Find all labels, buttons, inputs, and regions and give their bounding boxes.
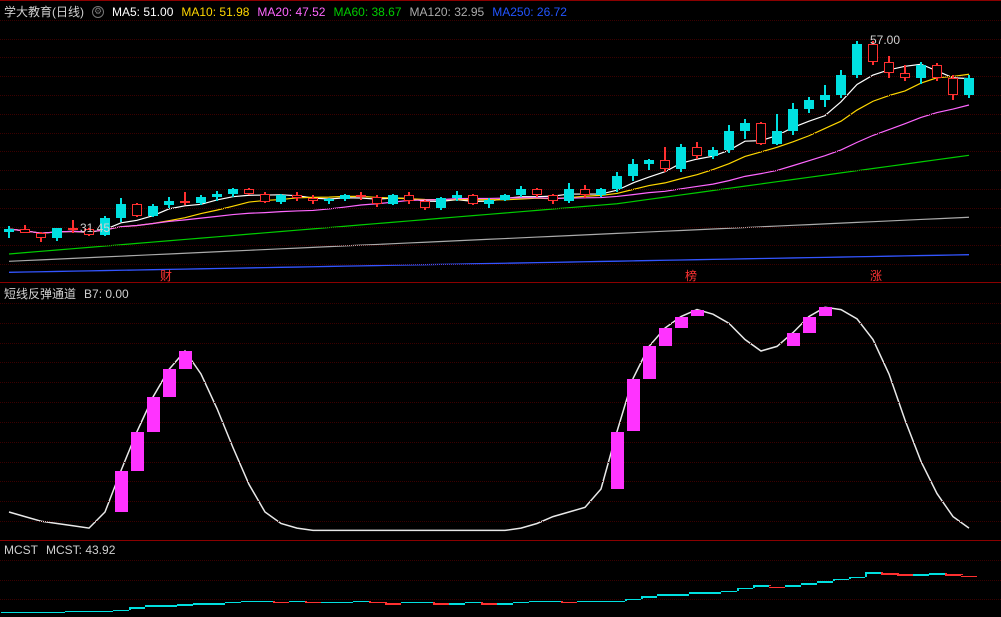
mcst-step (497, 603, 513, 605)
momentum-title: 短线反弹通道 (4, 285, 76, 302)
mcst-step (673, 594, 689, 596)
mcst-step (273, 602, 289, 604)
mcst-step (65, 611, 81, 613)
event-marker: 榜 (685, 267, 697, 284)
mcst-step (289, 601, 305, 603)
mcst-step (593, 601, 609, 603)
mcst-step (433, 603, 449, 605)
mcst-step (833, 579, 849, 581)
mcst-step (177, 604, 193, 606)
mcst-step (689, 592, 705, 594)
momentum-sub: B7: 0.00 (84, 287, 129, 301)
momentum-bar (163, 369, 176, 397)
mcst-step (561, 602, 577, 604)
mcst-step (417, 602, 433, 604)
mcst-step (81, 611, 97, 613)
price-lines (0, 1, 1001, 283)
mcst-step (305, 602, 321, 604)
momentum-bar (691, 310, 704, 317)
ma5-label: MA5: 51.00 (112, 5, 173, 19)
mcst-step (529, 601, 545, 603)
ma60-label: MA60: 38.67 (333, 5, 401, 19)
momentum-panel[interactable]: 短线反弹通道 B7: 0.00 (0, 282, 1001, 540)
mcst-step (817, 581, 833, 583)
mcst-step (385, 603, 401, 605)
mcst-step (913, 574, 929, 576)
mcst-step (657, 594, 673, 596)
mcst-title: MCST (4, 543, 38, 557)
mcst-step (577, 601, 593, 603)
mcst-step (369, 602, 385, 604)
event-marker: 涨 (870, 267, 882, 284)
mcst-step (337, 602, 353, 604)
mcst-step (849, 577, 865, 579)
mcst-panel[interactable]: MCST MCST: 43.92 (0, 540, 1001, 617)
mcst-step (705, 592, 721, 594)
mcst-step (225, 602, 241, 604)
mcst-step (145, 605, 161, 607)
mcst-step (449, 603, 465, 605)
mcst-step (625, 599, 641, 601)
price-label: 57.00 (870, 33, 900, 47)
mcst-step (545, 601, 561, 603)
mcst-step (929, 573, 945, 575)
settings-icon[interactable]: ⚙ (92, 6, 104, 18)
price-label: 31.45 (80, 221, 110, 235)
price-panel[interactable]: 学大教育(日线) ⚙ MA5: 51.00 MA10: 51.98 MA20: … (0, 0, 1001, 282)
momentum-bar (675, 317, 688, 329)
mcst-step (769, 587, 785, 589)
mcst-step (17, 612, 33, 614)
mcst-step (513, 602, 529, 604)
mcst-step (865, 572, 881, 574)
momentum-bar (627, 379, 640, 432)
mcst-step (161, 605, 177, 607)
mcst-step (641, 596, 657, 598)
mcst-step (785, 585, 801, 587)
mcst-step (49, 612, 65, 614)
mcst-step (737, 588, 753, 590)
momentum-bar (147, 397, 160, 432)
mcst-step (945, 574, 961, 576)
ma120-label: MA120: 32.95 (410, 5, 485, 19)
mcst-step (241, 601, 257, 603)
momentum-bar (659, 328, 672, 346)
momentum-bar (115, 471, 128, 512)
mcst-step (353, 601, 369, 603)
stock-title: 学大教育(日线) (4, 3, 84, 20)
mcst-step (753, 585, 769, 587)
mcst-step (897, 574, 913, 576)
momentum-bar (787, 333, 800, 347)
mcst-header: MCST MCST: 43.92 (4, 543, 115, 557)
event-marker: 财 (160, 267, 172, 284)
mcst-step (1, 612, 17, 614)
ma20-label: MA20: 47.52 (257, 5, 325, 19)
mcst-step (481, 603, 497, 605)
mcst-step (129, 607, 145, 609)
momentum-bar (179, 351, 192, 369)
momentum-bar (131, 432, 144, 471)
momentum-bar (643, 346, 656, 378)
ma10-label: MA10: 51.98 (181, 5, 249, 19)
price-header: 学大教育(日线) ⚙ MA5: 51.00 MA10: 51.98 MA20: … (4, 3, 567, 20)
mcst-step (721, 591, 737, 593)
momentum-bar (611, 432, 624, 490)
mcst-step (321, 602, 337, 604)
mcst-step (257, 601, 273, 603)
ma250-label: MA250: 26.72 (492, 5, 567, 19)
mcst-step (33, 612, 49, 614)
mcst-step (193, 603, 209, 605)
momentum-header: 短线反弹通道 B7: 0.00 (4, 285, 129, 302)
mcst-step (465, 602, 481, 604)
momentum-bar (803, 317, 816, 333)
mcst-step (97, 611, 113, 613)
mcst-step (113, 610, 129, 612)
mcst-step (881, 573, 897, 575)
momentum-bar (819, 307, 832, 316)
mcst-sub: MCST: 43.92 (46, 543, 115, 557)
mcst-step (801, 583, 817, 585)
mcst-step (401, 602, 417, 604)
mcst-step (209, 603, 225, 605)
mcst-step (961, 576, 977, 578)
mcst-step (609, 601, 625, 603)
